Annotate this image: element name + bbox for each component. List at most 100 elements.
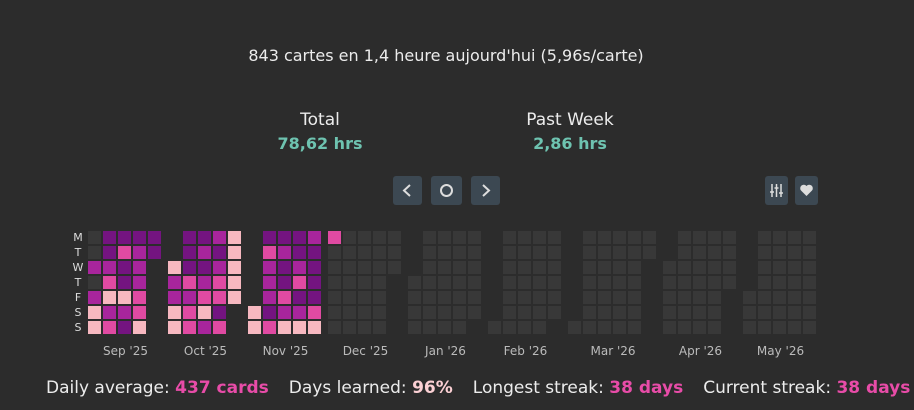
day-cell [693,291,706,304]
day-cell [438,261,451,274]
day-cell [693,261,706,274]
day-cell [228,261,241,274]
day-cell [678,276,691,289]
next-button[interactable] [471,176,500,205]
day-cell [503,261,516,274]
day-cell [293,306,306,319]
day-cell [773,321,786,334]
day-cell [343,291,356,304]
day-cell [198,231,211,244]
day-cell [503,321,516,334]
day-cell [293,231,306,244]
day-cell [308,261,321,274]
day-cell [583,261,596,274]
day-cell [228,231,241,244]
day-cell [803,276,816,289]
day-cell [518,261,531,274]
settings-button[interactable] [765,176,788,205]
day-cell [263,246,276,259]
footer: Daily average: 437 cards Days learned: 96… [46,378,914,398]
footer-value: 38 days [836,378,911,398]
day-cell [453,291,466,304]
day-cell [198,321,211,334]
day-cell [148,246,161,259]
day-cell [358,261,371,274]
month-label: Dec '25 [343,344,389,358]
day-cell [503,231,516,244]
day-cell [758,306,771,319]
day-cell [293,291,306,304]
day-cell [533,291,546,304]
day-cell [308,276,321,289]
day-cell [583,246,596,259]
month-label: Jan '26 [424,344,466,358]
day-cell [708,276,721,289]
day-cell [263,306,276,319]
day-cell [613,246,626,259]
footer-label: Days learned: [288,378,407,398]
day-cell [548,276,561,289]
month-label: Apr '26 [679,344,722,358]
day-cell [198,246,211,259]
day-cell [373,306,386,319]
day-cell [503,246,516,259]
day-cell [758,231,771,244]
day-cell [438,246,451,259]
day-cell [213,231,226,244]
day-cell [423,276,436,289]
day-cell [328,306,341,319]
day-cell [438,321,451,334]
day-cell [88,246,101,259]
day-cell [743,291,756,304]
day-cell [788,306,801,319]
day-cell [803,321,816,334]
day-cell [408,276,421,289]
day-cell [758,261,771,274]
day-cell [228,276,241,289]
day-cell [773,246,786,259]
prev-button[interactable] [393,176,422,205]
day-cell [213,291,226,304]
day-cell [598,246,611,259]
day-cell [183,276,196,289]
day-cell [468,231,481,244]
day-cell [628,261,641,274]
day-cell [723,246,736,259]
today-button[interactable] [431,176,462,205]
footer-item: Longest streak: 38 days [473,378,683,398]
day-cell [343,231,356,244]
stat-label: Past Week [526,110,614,130]
day-cell [358,321,371,334]
day-cell [628,306,641,319]
day-label: T [74,246,82,259]
day-cell [103,261,116,274]
day-cell [293,246,306,259]
day-cell [133,246,146,259]
day-cell [133,291,146,304]
day-cell [548,306,561,319]
day-cell [358,276,371,289]
day-cell [328,231,341,244]
day-cell [103,291,116,304]
day-cell [118,231,131,244]
day-cell [628,321,641,334]
day-cell [503,306,516,319]
day-cell [118,321,131,334]
day-cell [613,231,626,244]
day-cell [663,306,676,319]
day-cell [118,261,131,274]
day-cell [518,231,531,244]
day-cell [708,306,721,319]
stat-label: Total [300,110,340,130]
day-cell [628,246,641,259]
day-cell [343,261,356,274]
day-cell [328,291,341,304]
day-cell [168,276,181,289]
day-cell [643,231,656,244]
donate-button[interactable] [795,176,818,205]
day-cell [183,231,196,244]
day-cell [278,321,291,334]
day-cell [758,246,771,259]
stat: Total 78,62 hrs [220,110,420,153]
